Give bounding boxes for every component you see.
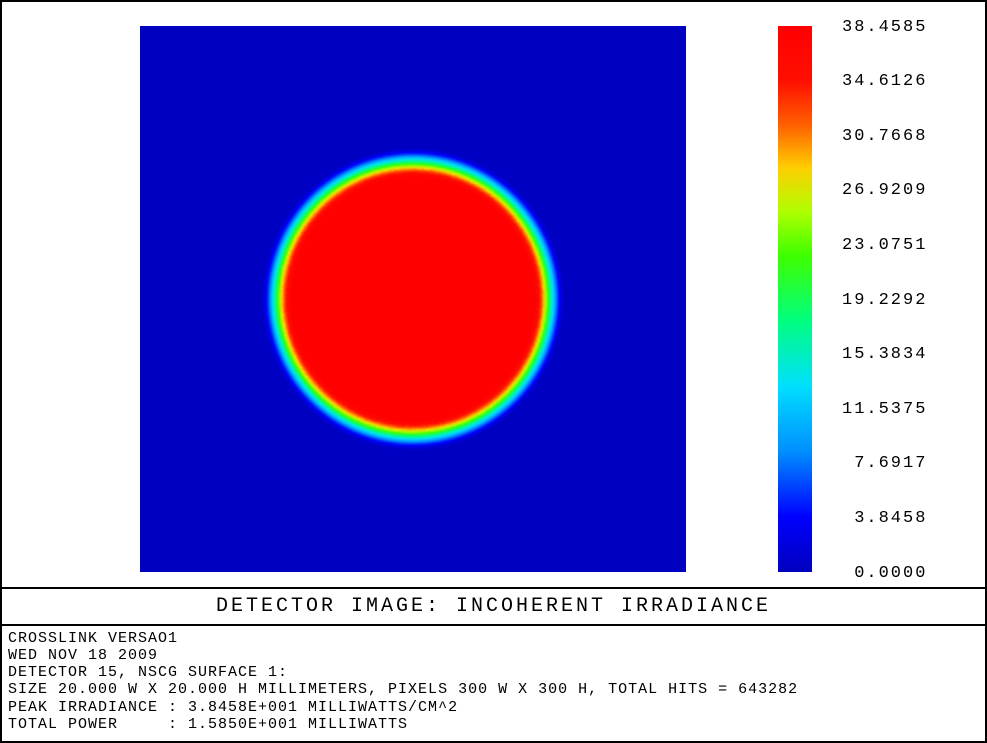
footer-text: CROSSLINK VERSAO1 WED NOV 18 2009 DETECT… [2,626,985,742]
figure-frame: 38.4585 34.6126 30.7668 26.9209 23.0751 19.22… [0,0,987,743]
colorbar-tick-label: 11.5375 [842,400,927,419]
colorbar-tick-label: 19.2292 [842,291,927,310]
irradiance-heatmap [140,26,686,572]
colorbar [778,26,812,572]
colorbar-tick-label: 15.3834 [842,345,927,364]
colorbar-tick-label: 0.0000 [842,564,927,583]
colorbar-tick-label: 23.0751 [842,236,927,255]
plot-region: 38.4585 34.6126 30.7668 26.9209 23.0751 19.22… [2,2,985,589]
colorbar-tick-label: 30.7668 [842,127,927,146]
colorbar-tick-label: 26.9209 [842,181,927,200]
colorbar-tick-label: 7.6917 [842,454,927,473]
colorbar-tick-label: 38.4585 [842,18,927,37]
colorbar-tick-label: 34.6126 [842,72,927,91]
plot-title: DETECTOR IMAGE: INCOHERENT IRRADIANCE [2,589,985,626]
colorbar-tick-label: 3.8458 [842,509,927,528]
